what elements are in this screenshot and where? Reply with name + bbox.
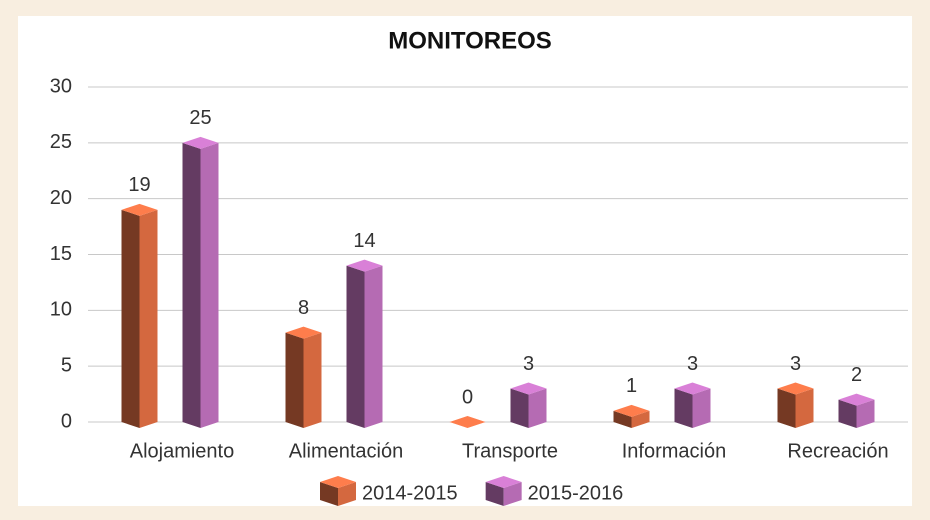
- bar-left-face: [838, 399, 857, 428]
- bar-right-face: [692, 388, 711, 428]
- bar: [121, 203, 158, 428]
- y-tick-label: 15: [50, 243, 72, 265]
- y-tick-label: 5: [61, 354, 72, 376]
- bar-left-face: [182, 142, 201, 429]
- bar: [510, 382, 547, 428]
- x-tick-label: Información: [622, 440, 727, 462]
- data-label: 14: [353, 230, 375, 252]
- data-label: 3: [687, 353, 698, 375]
- bar-top-face: [674, 382, 711, 395]
- bar-right-face: [795, 388, 814, 428]
- bar-top-face: [182, 136, 219, 149]
- x-tick-label: Recreación: [787, 440, 888, 462]
- bar-top-face: [449, 416, 486, 428]
- chart-title: MONITOREOS: [388, 27, 552, 54]
- bar-left-face: [613, 410, 632, 428]
- y-tick-label: 20: [50, 187, 72, 209]
- bar-left-face: [777, 388, 796, 428]
- bar: [346, 259, 383, 428]
- data-label: 25: [189, 107, 211, 129]
- bar-top-face: [121, 203, 158, 216]
- bar-right-face: [139, 209, 158, 428]
- bar-top-face: [346, 259, 383, 272]
- legend-label: 2015-2016: [528, 482, 624, 504]
- bar-right-face: [503, 482, 522, 506]
- data-label: 1: [626, 375, 637, 397]
- y-tick-label: 10: [50, 299, 72, 321]
- bar: [182, 136, 219, 429]
- y-tick-label: 0: [61, 410, 72, 432]
- bar-left-face: [510, 388, 529, 428]
- bar-right-face: [364, 265, 383, 428]
- bar: [674, 382, 711, 428]
- data-label: 0: [462, 386, 473, 408]
- x-tick-label: Alimentación: [289, 440, 404, 462]
- bar-top-face: [485, 476, 522, 488]
- bar-right-face: [303, 332, 322, 428]
- x-tick-label: Alojamiento: [130, 440, 235, 462]
- bar: [613, 404, 650, 428]
- bar-right-face: [338, 482, 356, 506]
- bar-left-face: [346, 265, 365, 428]
- bar-top-face: [838, 393, 875, 406]
- y-tick-label: 30: [50, 75, 72, 97]
- bar: [285, 326, 322, 428]
- bar: [777, 382, 814, 428]
- bar-right-face: [200, 142, 219, 429]
- bar-left-face: [674, 388, 693, 428]
- legend-label: 2014-2015: [362, 482, 458, 504]
- x-tick-label: Transporte: [462, 440, 558, 462]
- bar-top-face: [777, 382, 814, 395]
- bar-left-face: [320, 482, 338, 506]
- bar-left-face: [485, 482, 504, 506]
- bar-top-face: [613, 404, 650, 417]
- legend-swatch: [485, 476, 522, 506]
- data-label: 3: [523, 353, 534, 375]
- bar-right-face: [528, 388, 547, 428]
- bar: [449, 416, 486, 428]
- bar-top-face: [320, 476, 356, 488]
- data-label: 2: [851, 364, 862, 386]
- bar: [838, 393, 875, 428]
- bar-left-face: [121, 209, 140, 428]
- bar-top-face: [510, 382, 547, 395]
- bar-right-face: [631, 410, 650, 428]
- data-label: 3: [790, 353, 801, 375]
- data-label: 19: [128, 174, 150, 196]
- y-tick-label: 25: [50, 131, 72, 153]
- bar-right-face: [856, 399, 875, 428]
- bar-left-face: [285, 332, 304, 428]
- legend-swatch: [320, 476, 356, 506]
- data-label: 8: [298, 297, 309, 319]
- bar-top-face: [285, 326, 322, 339]
